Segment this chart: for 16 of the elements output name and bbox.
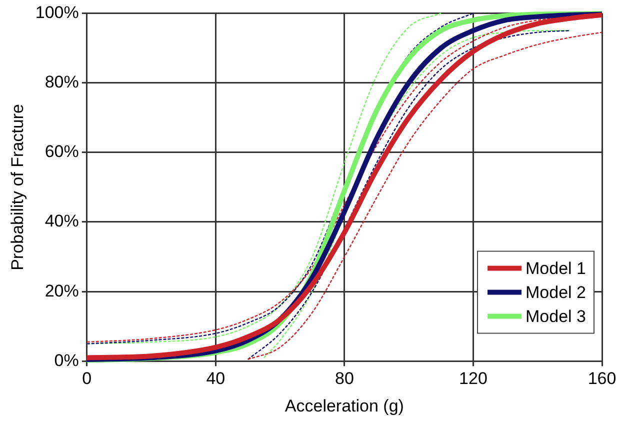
y-tick-label: 60% <box>44 142 79 162</box>
x-tick-label: 120 <box>459 369 488 388</box>
y-tick-label: 40% <box>44 212 79 231</box>
legend-label: Model 1 <box>526 258 586 278</box>
legend-label: Model 3 <box>526 306 586 326</box>
y-tick-label: 0% <box>54 350 79 370</box>
y-axis-title: Probability of Fracture <box>8 104 27 270</box>
legend-label: Model 2 <box>526 282 586 302</box>
x-tick-label: 40 <box>206 369 226 388</box>
y-tick-label: 20% <box>44 281 79 300</box>
y-tick-label: 80% <box>44 72 79 92</box>
x-axis-title: Acceleration (g) <box>284 396 404 416</box>
x-tick-label: 80 <box>334 369 354 388</box>
y-tick-label: 100% <box>35 2 79 22</box>
x-tick-label: 160 <box>588 369 616 388</box>
x-tick-label: 0 <box>82 369 92 388</box>
